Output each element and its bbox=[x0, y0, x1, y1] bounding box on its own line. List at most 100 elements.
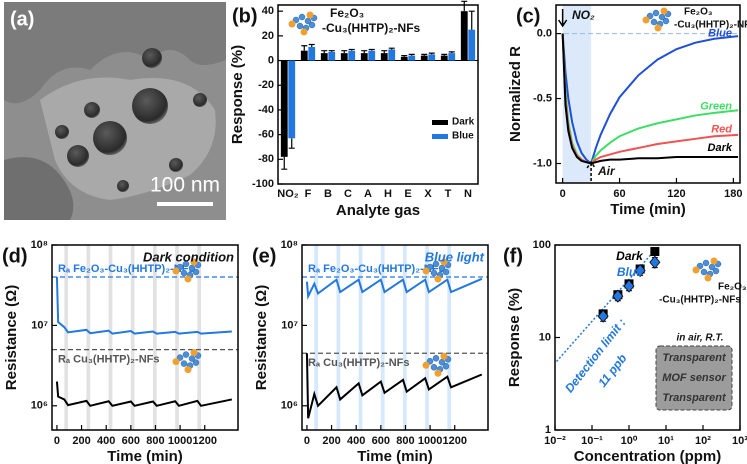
legend-swatch bbox=[432, 134, 448, 139]
panel-label: (e) bbox=[252, 245, 276, 267]
x-tick-label: A bbox=[364, 188, 372, 200]
fit-line bbox=[555, 249, 656, 363]
x-axis-label: Time (min) bbox=[107, 448, 183, 464]
error-bar bbox=[381, 50, 388, 54]
line bbox=[55, 276, 232, 335]
nanofiber-icon bbox=[172, 358, 180, 366]
y-tick-label: 1 bbox=[545, 424, 551, 436]
nanofiber-icon bbox=[430, 269, 438, 277]
error-bar bbox=[301, 45, 308, 51]
error-bar bbox=[348, 48, 355, 51]
line bbox=[305, 277, 483, 301]
point bbox=[649, 255, 661, 269]
nanofiber-icon bbox=[432, 355, 440, 362]
nanofiber-icon bbox=[696, 262, 704, 270]
y-axis-label: Resistance (Ω) bbox=[3, 285, 20, 390]
bar bbox=[348, 50, 356, 61]
x-tick-label: 200 bbox=[72, 435, 90, 447]
x-tick-label: 400 bbox=[97, 435, 115, 447]
x-tick-label: 10⁻² bbox=[544, 435, 566, 447]
nanofiber-icon bbox=[190, 349, 198, 357]
x-tick-label: X bbox=[424, 188, 432, 200]
exposure-band bbox=[108, 245, 113, 430]
nanofiber-icon bbox=[304, 17, 312, 25]
y-tick-label: -100 bbox=[252, 178, 274, 190]
nanofiber-icon bbox=[432, 260, 440, 268]
error-bar bbox=[401, 55, 408, 57]
arrow bbox=[586, 160, 596, 181]
x-tick-label: 180 bbox=[724, 188, 742, 200]
inset-box bbox=[655, 345, 733, 411]
nanofiber-icon bbox=[422, 361, 430, 369]
nanofiber-icon bbox=[710, 257, 718, 265]
y-tick-label: -80 bbox=[258, 153, 274, 165]
x-axis-label: Time (min) bbox=[610, 201, 686, 218]
axes-frame bbox=[277, 4, 479, 185]
y-tick-label: 20 bbox=[262, 30, 274, 42]
series-label: Blue bbox=[617, 265, 643, 279]
nanofiber-icon bbox=[658, 13, 666, 21]
inset-label: -Cu₃(HHTP)₂-NFs bbox=[322, 21, 421, 35]
x-tick-label: 120 bbox=[667, 188, 685, 200]
nanofiber-icon bbox=[650, 18, 658, 26]
inset-label: Fe₂O₃ bbox=[684, 7, 713, 18]
x-axis-label: Time (min) bbox=[357, 448, 433, 464]
line bbox=[561, 33, 739, 166]
reference-label: Rₐ Cu₃(HHTP)₂-NFs bbox=[308, 357, 410, 369]
line-label: Dark bbox=[708, 142, 733, 154]
y-tick-label: -40 bbox=[258, 104, 274, 116]
inset-label: Fe₂O₃ bbox=[718, 282, 747, 293]
bar bbox=[320, 53, 328, 61]
y-tick-label: -0.5 bbox=[533, 92, 552, 104]
nanofiber-icon bbox=[662, 17, 670, 25]
bar bbox=[468, 29, 476, 61]
error-bar bbox=[448, 51, 455, 54]
nanofiber-icon bbox=[700, 268, 708, 276]
panel-label: (a) bbox=[10, 8, 34, 30]
y-tick-label: 10⁶ bbox=[281, 400, 298, 412]
exposure-band bbox=[447, 245, 452, 430]
y-tick-label: 0 bbox=[268, 54, 274, 66]
reference-label: Rₐ Fe₂O₃-Cu₃(HHTP)₂-NFs bbox=[308, 263, 445, 275]
y-tick-label: 10⁸ bbox=[31, 239, 48, 251]
x-tick-label: 800 bbox=[396, 435, 414, 447]
annotation: Transparent bbox=[662, 352, 727, 364]
exposure-band bbox=[86, 245, 91, 430]
bar bbox=[360, 53, 368, 61]
nanofiber-icon bbox=[192, 359, 200, 366]
bar bbox=[448, 53, 456, 61]
x-tick-label: 0 bbox=[54, 435, 60, 447]
line bbox=[561, 33, 739, 165]
error-bar bbox=[388, 47, 395, 50]
line bbox=[55, 381, 233, 407]
exposure-band bbox=[336, 245, 341, 430]
y-axis-label: Response (%) bbox=[506, 288, 523, 387]
particle bbox=[132, 88, 168, 124]
y-tick-label: 40 bbox=[262, 5, 274, 17]
bar bbox=[368, 50, 376, 61]
point bbox=[612, 289, 624, 303]
bar bbox=[328, 51, 336, 61]
x-tick-label: 10⁻¹ bbox=[581, 435, 603, 447]
exposure-band bbox=[425, 245, 429, 430]
tem-region bbox=[4, 157, 74, 220]
x-tick-label: N bbox=[464, 188, 472, 200]
x-tick-label: 1200 bbox=[442, 435, 466, 447]
particle bbox=[55, 125, 69, 139]
particle bbox=[84, 102, 100, 118]
nanofiber-icon bbox=[172, 267, 180, 275]
nanofiber-icon bbox=[652, 9, 660, 17]
bar bbox=[288, 60, 296, 139]
nanofiber-icon bbox=[188, 264, 196, 272]
x-tick-label: 60 bbox=[613, 188, 625, 200]
y-tick-label: 10⁶ bbox=[31, 400, 48, 412]
annotation: in air, R.T. bbox=[676, 333, 723, 344]
nanofiber-icon bbox=[426, 358, 434, 365]
x-tick-label: C bbox=[344, 188, 352, 200]
legend-swatch bbox=[432, 120, 448, 125]
exposure-band bbox=[358, 245, 363, 430]
x-tick-label: 10² bbox=[695, 435, 711, 447]
nanofiber-icon bbox=[192, 268, 200, 276]
error-bar bbox=[308, 43, 315, 47]
point bbox=[634, 263, 646, 278]
